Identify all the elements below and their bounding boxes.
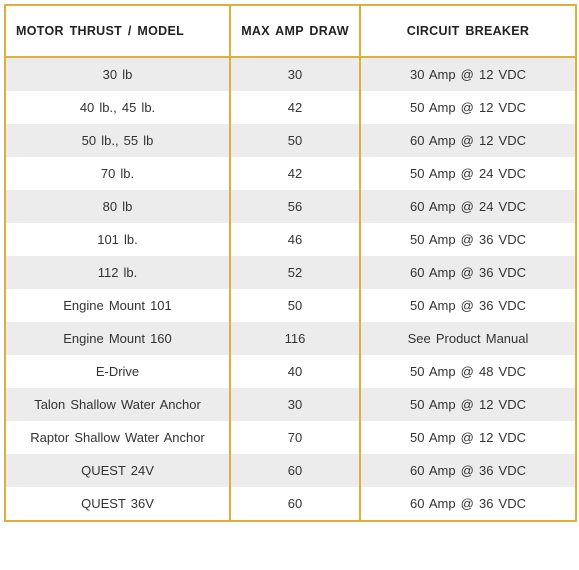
cell-model: 40 lb., 45 lb. (5, 91, 230, 124)
cell-breaker: 50 Amp @ 36 VDC (360, 289, 576, 322)
cell-breaker: 60 Amp @ 12 VDC (360, 124, 576, 157)
cell-amp: 50 (230, 289, 360, 322)
spec-table: MOTOR THRUST / MODEL MAX AMP DRAW CIRCUI… (4, 4, 577, 522)
cell-model: 70 lb. (5, 157, 230, 190)
cell-model: Raptor Shallow Water Anchor (5, 421, 230, 454)
table-row: Talon Shallow Water Anchor3050 Amp @ 12 … (5, 388, 576, 421)
cell-model: Engine Mount 101 (5, 289, 230, 322)
cell-breaker: 50 Amp @ 24 VDC (360, 157, 576, 190)
cell-amp: 50 (230, 124, 360, 157)
cell-amp: 46 (230, 223, 360, 256)
col-header-model: MOTOR THRUST / MODEL (5, 5, 230, 57)
cell-breaker: 50 Amp @ 36 VDC (360, 223, 576, 256)
table-row: E-Drive4050 Amp @ 48 VDC (5, 355, 576, 388)
cell-breaker: See Product Manual (360, 322, 576, 355)
cell-model: E-Drive (5, 355, 230, 388)
cell-breaker: 60 Amp @ 36 VDC (360, 487, 576, 521)
table-row: Raptor Shallow Water Anchor7050 Amp @ 12… (5, 421, 576, 454)
cell-model: Talon Shallow Water Anchor (5, 388, 230, 421)
table-row: 80 lb5660 Amp @ 24 VDC (5, 190, 576, 223)
cell-amp: 40 (230, 355, 360, 388)
cell-breaker: 50 Amp @ 12 VDC (360, 91, 576, 124)
cell-breaker: 60 Amp @ 24 VDC (360, 190, 576, 223)
cell-amp: 30 (230, 388, 360, 421)
cell-breaker: 50 Amp @ 48 VDC (360, 355, 576, 388)
cell-model: 101 lb. (5, 223, 230, 256)
col-header-breaker: CIRCUIT BREAKER (360, 5, 576, 57)
cell-amp: 56 (230, 190, 360, 223)
cell-breaker: 30 Amp @ 12 VDC (360, 57, 576, 91)
table-row: 101 lb.4650 Amp @ 36 VDC (5, 223, 576, 256)
cell-amp: 42 (230, 91, 360, 124)
cell-amp: 52 (230, 256, 360, 289)
table-row: Engine Mount 1015050 Amp @ 36 VDC (5, 289, 576, 322)
cell-model: 112 lb. (5, 256, 230, 289)
cell-model: 80 lb (5, 190, 230, 223)
cell-breaker: 50 Amp @ 12 VDC (360, 388, 576, 421)
cell-amp: 60 (230, 487, 360, 521)
cell-model: QUEST 36V (5, 487, 230, 521)
table-row: 70 lb.4250 Amp @ 24 VDC (5, 157, 576, 190)
cell-amp: 116 (230, 322, 360, 355)
cell-model: Engine Mount 160 (5, 322, 230, 355)
table-row: 30 lb3030 Amp @ 12 VDC (5, 57, 576, 91)
cell-amp: 70 (230, 421, 360, 454)
cell-model: 50 lb., 55 lb (5, 124, 230, 157)
header-row: MOTOR THRUST / MODEL MAX AMP DRAW CIRCUI… (5, 5, 576, 57)
table-body: 30 lb3030 Amp @ 12 VDC40 lb., 45 lb.4250… (5, 57, 576, 521)
cell-model: 30 lb (5, 57, 230, 91)
table-row: QUEST 24V6060 Amp @ 36 VDC (5, 454, 576, 487)
cell-model: QUEST 24V (5, 454, 230, 487)
table-row: 40 lb., 45 lb.4250 Amp @ 12 VDC (5, 91, 576, 124)
table-row: 50 lb., 55 lb5060 Amp @ 12 VDC (5, 124, 576, 157)
cell-breaker: 60 Amp @ 36 VDC (360, 454, 576, 487)
table-row: Engine Mount 160116See Product Manual (5, 322, 576, 355)
table-row: 112 lb.5260 Amp @ 36 VDC (5, 256, 576, 289)
cell-amp: 42 (230, 157, 360, 190)
cell-amp: 30 (230, 57, 360, 91)
cell-amp: 60 (230, 454, 360, 487)
table-row: QUEST 36V6060 Amp @ 36 VDC (5, 487, 576, 521)
cell-breaker: 60 Amp @ 36 VDC (360, 256, 576, 289)
col-header-amp: MAX AMP DRAW (230, 5, 360, 57)
cell-breaker: 50 Amp @ 12 VDC (360, 421, 576, 454)
